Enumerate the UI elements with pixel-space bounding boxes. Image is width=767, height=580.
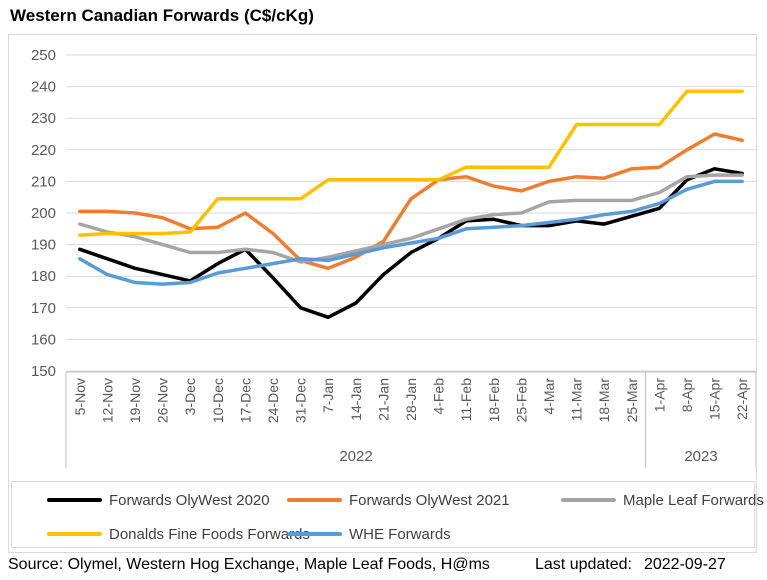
last-updated-value: 2022-09-27 xyxy=(643,556,726,573)
x-axis-label: 12-Nov xyxy=(99,378,115,423)
y-axis-label: 220 xyxy=(31,142,56,159)
y-axis-label: 210 xyxy=(31,173,56,190)
x-axis-label: 22-Apr xyxy=(734,378,750,420)
chart-area: 150 160 170 180 190 200 210 220 230 240 250 5-Nov 12… xyxy=(8,34,757,553)
legend-swatch-maple-leaf-forwards xyxy=(561,498,616,502)
legend-label-maple-leaf-forwards: Maple Leaf Forwards xyxy=(623,491,764,509)
x-axis-label: 10-Dec xyxy=(210,378,226,423)
legend-swatch-donalds-fine-foods-forwards xyxy=(47,532,102,536)
legend-item-forwards-olywest-2021: Forwards OlyWest 2021 xyxy=(287,490,510,510)
x-axis-label: 24-Dec xyxy=(265,378,281,423)
y-axis-label: 230 xyxy=(31,110,56,127)
chart-title: Western Canadian Forwards (C$/cKg) xyxy=(10,6,314,25)
y-axis-label: 180 xyxy=(31,268,56,285)
x-axis-label: 8-Apr xyxy=(679,378,695,413)
x-axis-label: 3-Dec xyxy=(182,378,198,415)
series-line-maple-leaf-forwards xyxy=(78,173,744,264)
x-axis-label: 25-Feb xyxy=(513,378,529,423)
y-axis-label: 190 xyxy=(31,237,56,254)
y-axis-label: 250 xyxy=(31,47,56,64)
x-axis-label: 7-Jan xyxy=(320,378,336,413)
legend-swatch-forwards-olywest-2021 xyxy=(287,498,342,502)
x-axis-label: 15-Apr xyxy=(707,378,723,420)
year-group-label-2022: 2022 xyxy=(339,448,373,465)
legend-label-forwards-olywest-2021: Forwards OlyWest 2021 xyxy=(349,491,510,509)
last-updated: Last updated: 2022-09-27 xyxy=(535,556,726,574)
series-line-whe-forwards xyxy=(78,179,744,286)
y-axis-label: 170 xyxy=(31,300,56,317)
x-axis-label: 1-Apr xyxy=(651,378,667,413)
legend-item-whe-forwards: WHE Forwards xyxy=(287,524,451,544)
y-axis-label: 150 xyxy=(31,363,56,380)
legend-label-donalds-fine-foods-forwards: Donalds Fine Foods Forwards xyxy=(109,525,310,543)
legend-label-whe-forwards: WHE Forwards xyxy=(349,525,451,543)
series-line-forwards-olywest-2021 xyxy=(78,132,744,271)
source-text: Source: Olymel, Western Hog Exchange, Ma… xyxy=(8,556,490,573)
x-axis-label: 25-Mar xyxy=(624,378,640,423)
x-axis-label: 28-Jan xyxy=(403,378,419,421)
legend-item-donalds-fine-foods-forwards: Donalds Fine Foods Forwards xyxy=(47,524,310,544)
year-group-label-2023: 2023 xyxy=(684,448,718,465)
x-axis-label: 14-Jan xyxy=(348,378,364,421)
series-line-donalds-fine-foods-forwards xyxy=(78,89,744,237)
x-axis-label: 31-Dec xyxy=(293,378,309,423)
last-updated-label: Last updated: xyxy=(535,556,632,573)
y-axis-label: 200 xyxy=(31,205,56,222)
x-axis-label: 19-Nov xyxy=(127,378,143,423)
x-axis-label: 4-Mar xyxy=(541,378,557,415)
x-axis-label: 5-Nov xyxy=(72,378,88,415)
plot-svg: 150 160 170 180 190 200 210 220 230 240 250 5-Nov 12… xyxy=(31,47,756,468)
x-axis-label: 18-Mar xyxy=(596,378,612,423)
legend-swatch-whe-forwards xyxy=(287,532,342,536)
x-axis-label: 11-Feb xyxy=(458,378,474,422)
x-axis-label: 17-Dec xyxy=(237,378,253,423)
x-axis-label: 18-Feb xyxy=(486,378,502,423)
x-axis-label: 11-Mar xyxy=(569,378,585,422)
x-axis-label: 26-Nov xyxy=(155,378,171,423)
x-axis-label: 4-Feb xyxy=(431,378,447,415)
chart-legend: Forwards OlyWest 2020 Forwards OlyWest 2… xyxy=(11,481,764,548)
legend-label-forwards-olywest-2020: Forwards OlyWest 2020 xyxy=(109,491,270,509)
y-axis-label: 160 xyxy=(31,331,56,348)
legend-swatch-forwards-olywest-2020 xyxy=(47,498,102,502)
legend-item-forwards-olywest-2020: Forwards OlyWest 2020 xyxy=(47,490,270,510)
y-axis-label: 240 xyxy=(31,79,56,96)
x-axis-label: 21-Jan xyxy=(375,378,391,421)
legend-item-maple-leaf-forwards: Maple Leaf Forwards xyxy=(561,490,764,510)
